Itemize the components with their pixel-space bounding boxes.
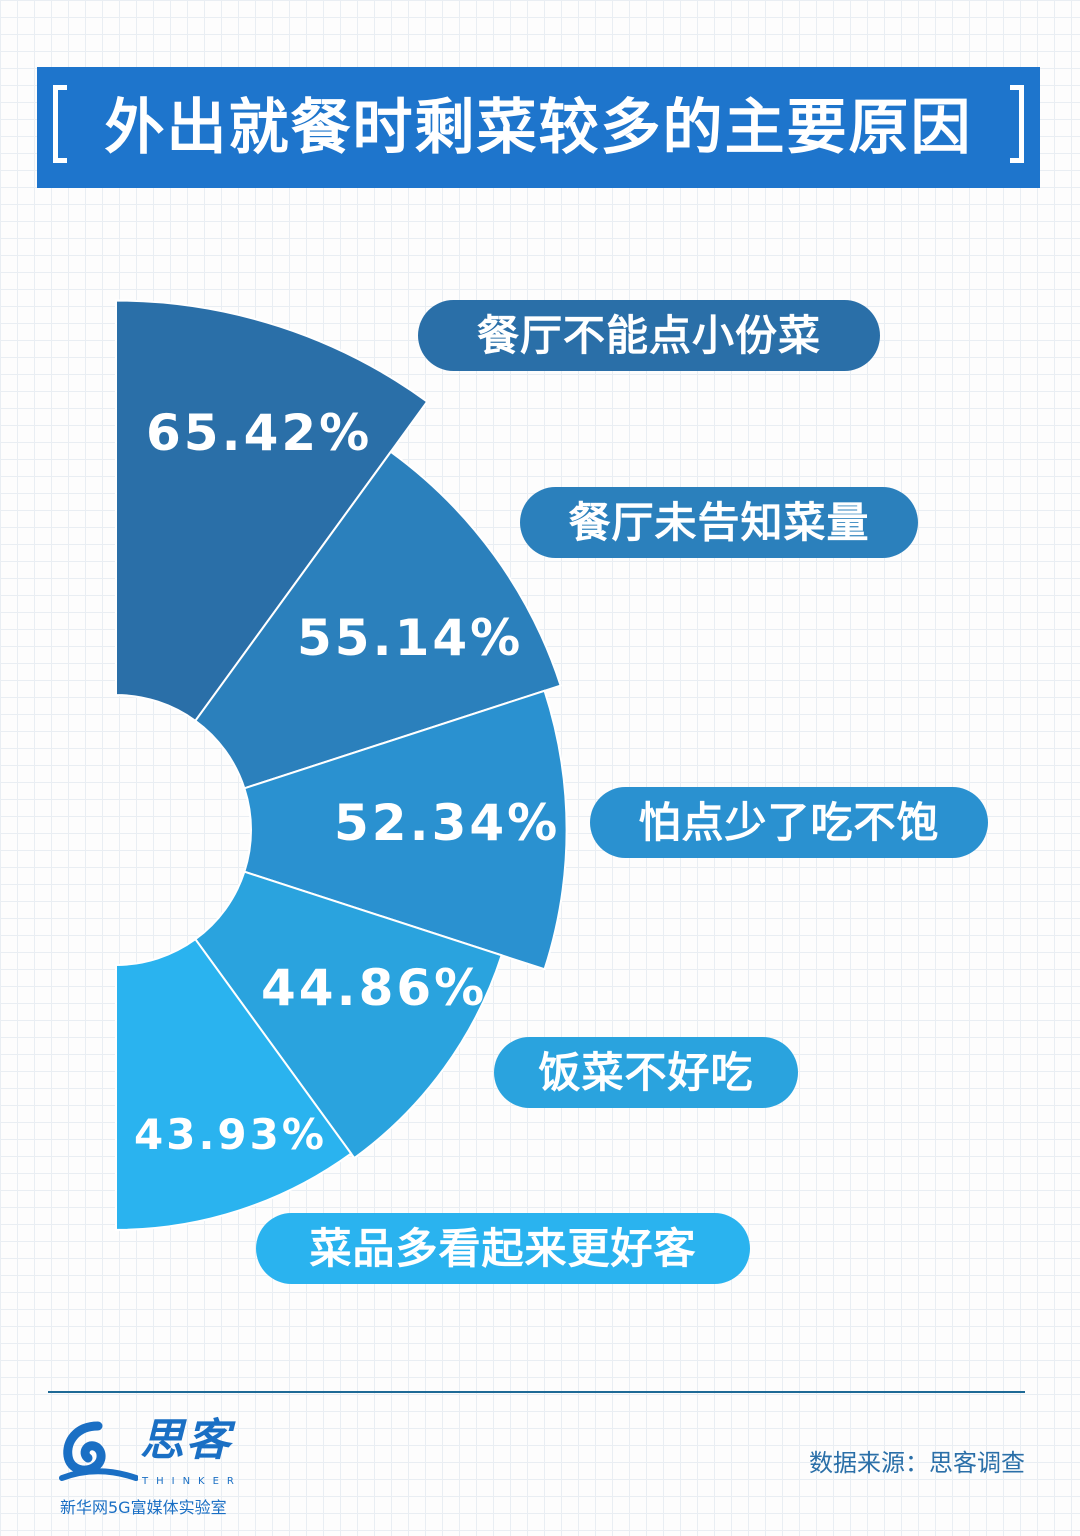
category-label-4: 菜品多看起来更好客: [256, 1213, 750, 1284]
value-label-1: 55.14%: [297, 609, 524, 667]
bar-wedge-4: [115, 937, 353, 1231]
thinker-logo: 思客 THINKER 新华网5G富媒体实验室: [58, 1418, 258, 1522]
value-label-3: 44.86%: [261, 959, 488, 1017]
bar-wedge-0: [115, 299, 429, 723]
logo-name: 思客: [140, 1415, 232, 1466]
value-label-2: 52.34%: [334, 794, 561, 852]
bar-wedge-1: [193, 450, 562, 790]
footer-divider: [48, 1391, 1025, 1393]
left-bracket: [53, 85, 67, 163]
value-label-4: 43.93%: [134, 1110, 327, 1159]
bar-wedge-3: [193, 870, 503, 1160]
category-label-0: 餐厅不能点小份菜: [418, 300, 880, 371]
title-bar: 外出就餐时剩菜较多的主要原因: [37, 67, 1040, 188]
chart-title: 外出就餐时剩菜较多的主要原因: [104, 92, 973, 163]
swirl-logo-icon: [59, 1421, 139, 1481]
category-label-1: 餐厅未告知菜量: [520, 487, 918, 558]
logo-en: THINKER: [142, 1476, 242, 1487]
right-bracket: [1010, 85, 1024, 163]
logo-subtitle: 新华网5G富媒体实验室: [60, 1498, 227, 1517]
value-label-0: 65.42%: [146, 404, 373, 462]
polar-bar-chart: [115, 299, 568, 1231]
category-label-2: 怕点少了吃不饱: [590, 787, 988, 858]
category-label-3: 饭菜不好吃: [494, 1037, 798, 1108]
bar-wedge-2: [243, 689, 568, 971]
data-source: 数据来源：思客调查: [809, 1449, 1025, 1477]
